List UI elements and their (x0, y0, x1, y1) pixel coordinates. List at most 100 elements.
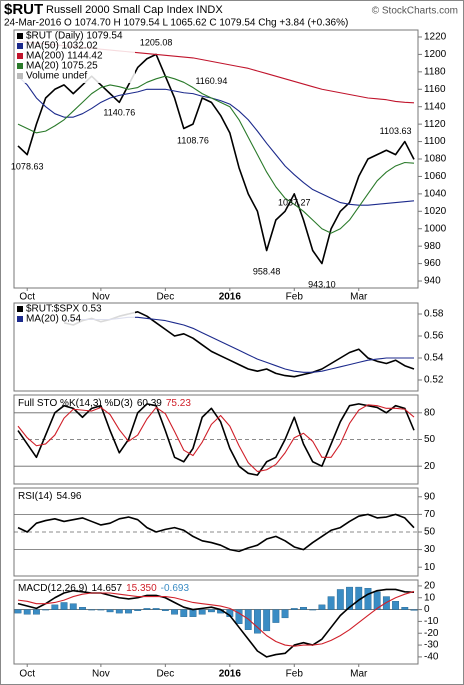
panel-legend: Full STO %K(14,3) %D(3) 60.39 75.23 (18, 398, 191, 409)
y-tick-label: 0.54 (424, 353, 444, 364)
histogram-bar (14, 609, 22, 614)
legend-swatch (17, 316, 23, 322)
y-tick-label: 30 (424, 544, 436, 555)
y-tick-label: 940 (424, 276, 441, 287)
series-line (17, 403, 415, 476)
series-line (17, 75, 415, 206)
y-tick-label: 0.58 (424, 309, 444, 320)
histogram-bar (152, 608, 160, 610)
histogram-bar (79, 607, 86, 610)
histogram-bar (60, 602, 68, 610)
legend-swatch (17, 53, 23, 59)
x-tick-label: Dec (156, 669, 174, 680)
y-tick-label: 0.56 (424, 331, 444, 342)
price-annotation: 943.10 (308, 280, 336, 290)
legend-title: MACD(12,26,9) (18, 583, 87, 594)
y-tick-label: -30 (424, 640, 439, 651)
price-annotation: 1160.94 (195, 76, 227, 86)
series-line (17, 513, 415, 553)
histogram-bar (309, 609, 317, 611)
histogram-bar (106, 609, 114, 613)
legend-swatch (17, 33, 23, 39)
y-tick-label: 50 (424, 527, 436, 538)
legend-entry: -0.693 (161, 583, 190, 594)
y-tick-label: 1220 (424, 32, 447, 43)
histogram-bar (23, 609, 31, 615)
y-tick-label: 1100 (424, 136, 446, 147)
x-tick-label: Oct (19, 292, 35, 303)
legend-entry: MA(20) 0.54 (26, 314, 81, 325)
x-tick-label: Feb (286, 669, 304, 680)
y-tick-label: 0.52 (424, 375, 444, 386)
histogram-bar (189, 609, 197, 617)
histogram-bar (401, 607, 409, 610)
histogram-bar (392, 601, 400, 610)
histogram-bar (410, 609, 418, 611)
histogram-bar (180, 609, 188, 617)
histogram-bar (254, 609, 261, 634)
legend-title: Full STO %K(14,3) %D(3) (18, 398, 133, 409)
legend-entry: 54.96 (56, 491, 81, 502)
histogram-bar (115, 609, 123, 614)
histogram-bar (171, 609, 178, 615)
y-tick-label: 1140 (424, 101, 446, 112)
histogram-bar (198, 609, 206, 615)
y-tick-label: 10 (424, 562, 436, 573)
histogram-bar (32, 609, 40, 615)
legend-entry: 14.657 (91, 583, 122, 594)
price-annotation: 1108.76 (177, 135, 209, 145)
y-tick-label: 1060 (424, 171, 447, 182)
histogram-bar (161, 609, 169, 611)
histogram-bar (207, 609, 215, 613)
x-tick-label: Dec (156, 292, 174, 303)
x-tick-label: Mar (350, 292, 368, 303)
y-tick-label: 1180 (424, 66, 446, 77)
y-tick-label: 960 (424, 258, 441, 269)
legend-swatch (17, 43, 23, 49)
legend-entry: MA(200) 1144.42 (26, 51, 103, 62)
price-annotation: 1078.63 (11, 162, 44, 172)
legend-entry: 15.350 (126, 583, 157, 594)
y-tick-label: 1000 (424, 223, 447, 234)
histogram-bar (346, 586, 353, 610)
price-annotation: 1103.63 (380, 126, 412, 136)
histogram-bar (318, 604, 326, 610)
series-line (17, 590, 415, 647)
y-tick-label: 1040 (424, 189, 447, 200)
price-annotation: 1037.27 (278, 198, 311, 208)
y-tick-label: 980 (424, 241, 441, 252)
y-tick-label: 1160 (424, 84, 446, 95)
histogram-bar (336, 589, 344, 610)
y-tick-label: 1020 (424, 206, 447, 217)
histogram-bar (42, 609, 50, 611)
y-tick-label: -40 (424, 652, 439, 663)
y-tick-label: 70 (424, 509, 436, 520)
histogram-bar (300, 607, 307, 610)
histogram-bar (143, 608, 151, 610)
y-tick-label: 0 (424, 604, 430, 615)
symbol: $RUT (4, 1, 43, 18)
histogram-bar (51, 604, 59, 610)
legend-swatch (17, 306, 23, 312)
legend-entry: $RUT:$SPX 0.53 (26, 304, 102, 315)
panel-legend: MACD(12,26,9) 14.657 15.350 -0.693 (18, 583, 189, 594)
legend-title: RSI(14) (18, 491, 52, 502)
y-tick-label: 1080 (424, 154, 447, 165)
legend-entry: MA(20) 1075.25 (26, 61, 98, 72)
watermark: © StockCharts.com (372, 6, 458, 17)
y-tick-label: 20 (424, 581, 436, 592)
legend-swatch (17, 63, 23, 69)
x-tick-label: Nov (92, 669, 110, 680)
y-tick-label: -20 (424, 628, 439, 639)
histogram-bar (69, 603, 77, 610)
histogram-bar (97, 609, 105, 611)
quote-line: 24-Mar-2016 O 1074.70 H 1079.54 L 1065.6… (4, 18, 348, 29)
histogram-bar (272, 609, 280, 623)
y-tick-label: 90 (424, 491, 436, 502)
y-tick-label: -10 (424, 616, 439, 627)
series-line (17, 588, 415, 658)
legend-entry: 75.23 (166, 398, 191, 409)
histogram-bar (290, 608, 298, 610)
legend-entry: Volume undef (26, 71, 87, 82)
